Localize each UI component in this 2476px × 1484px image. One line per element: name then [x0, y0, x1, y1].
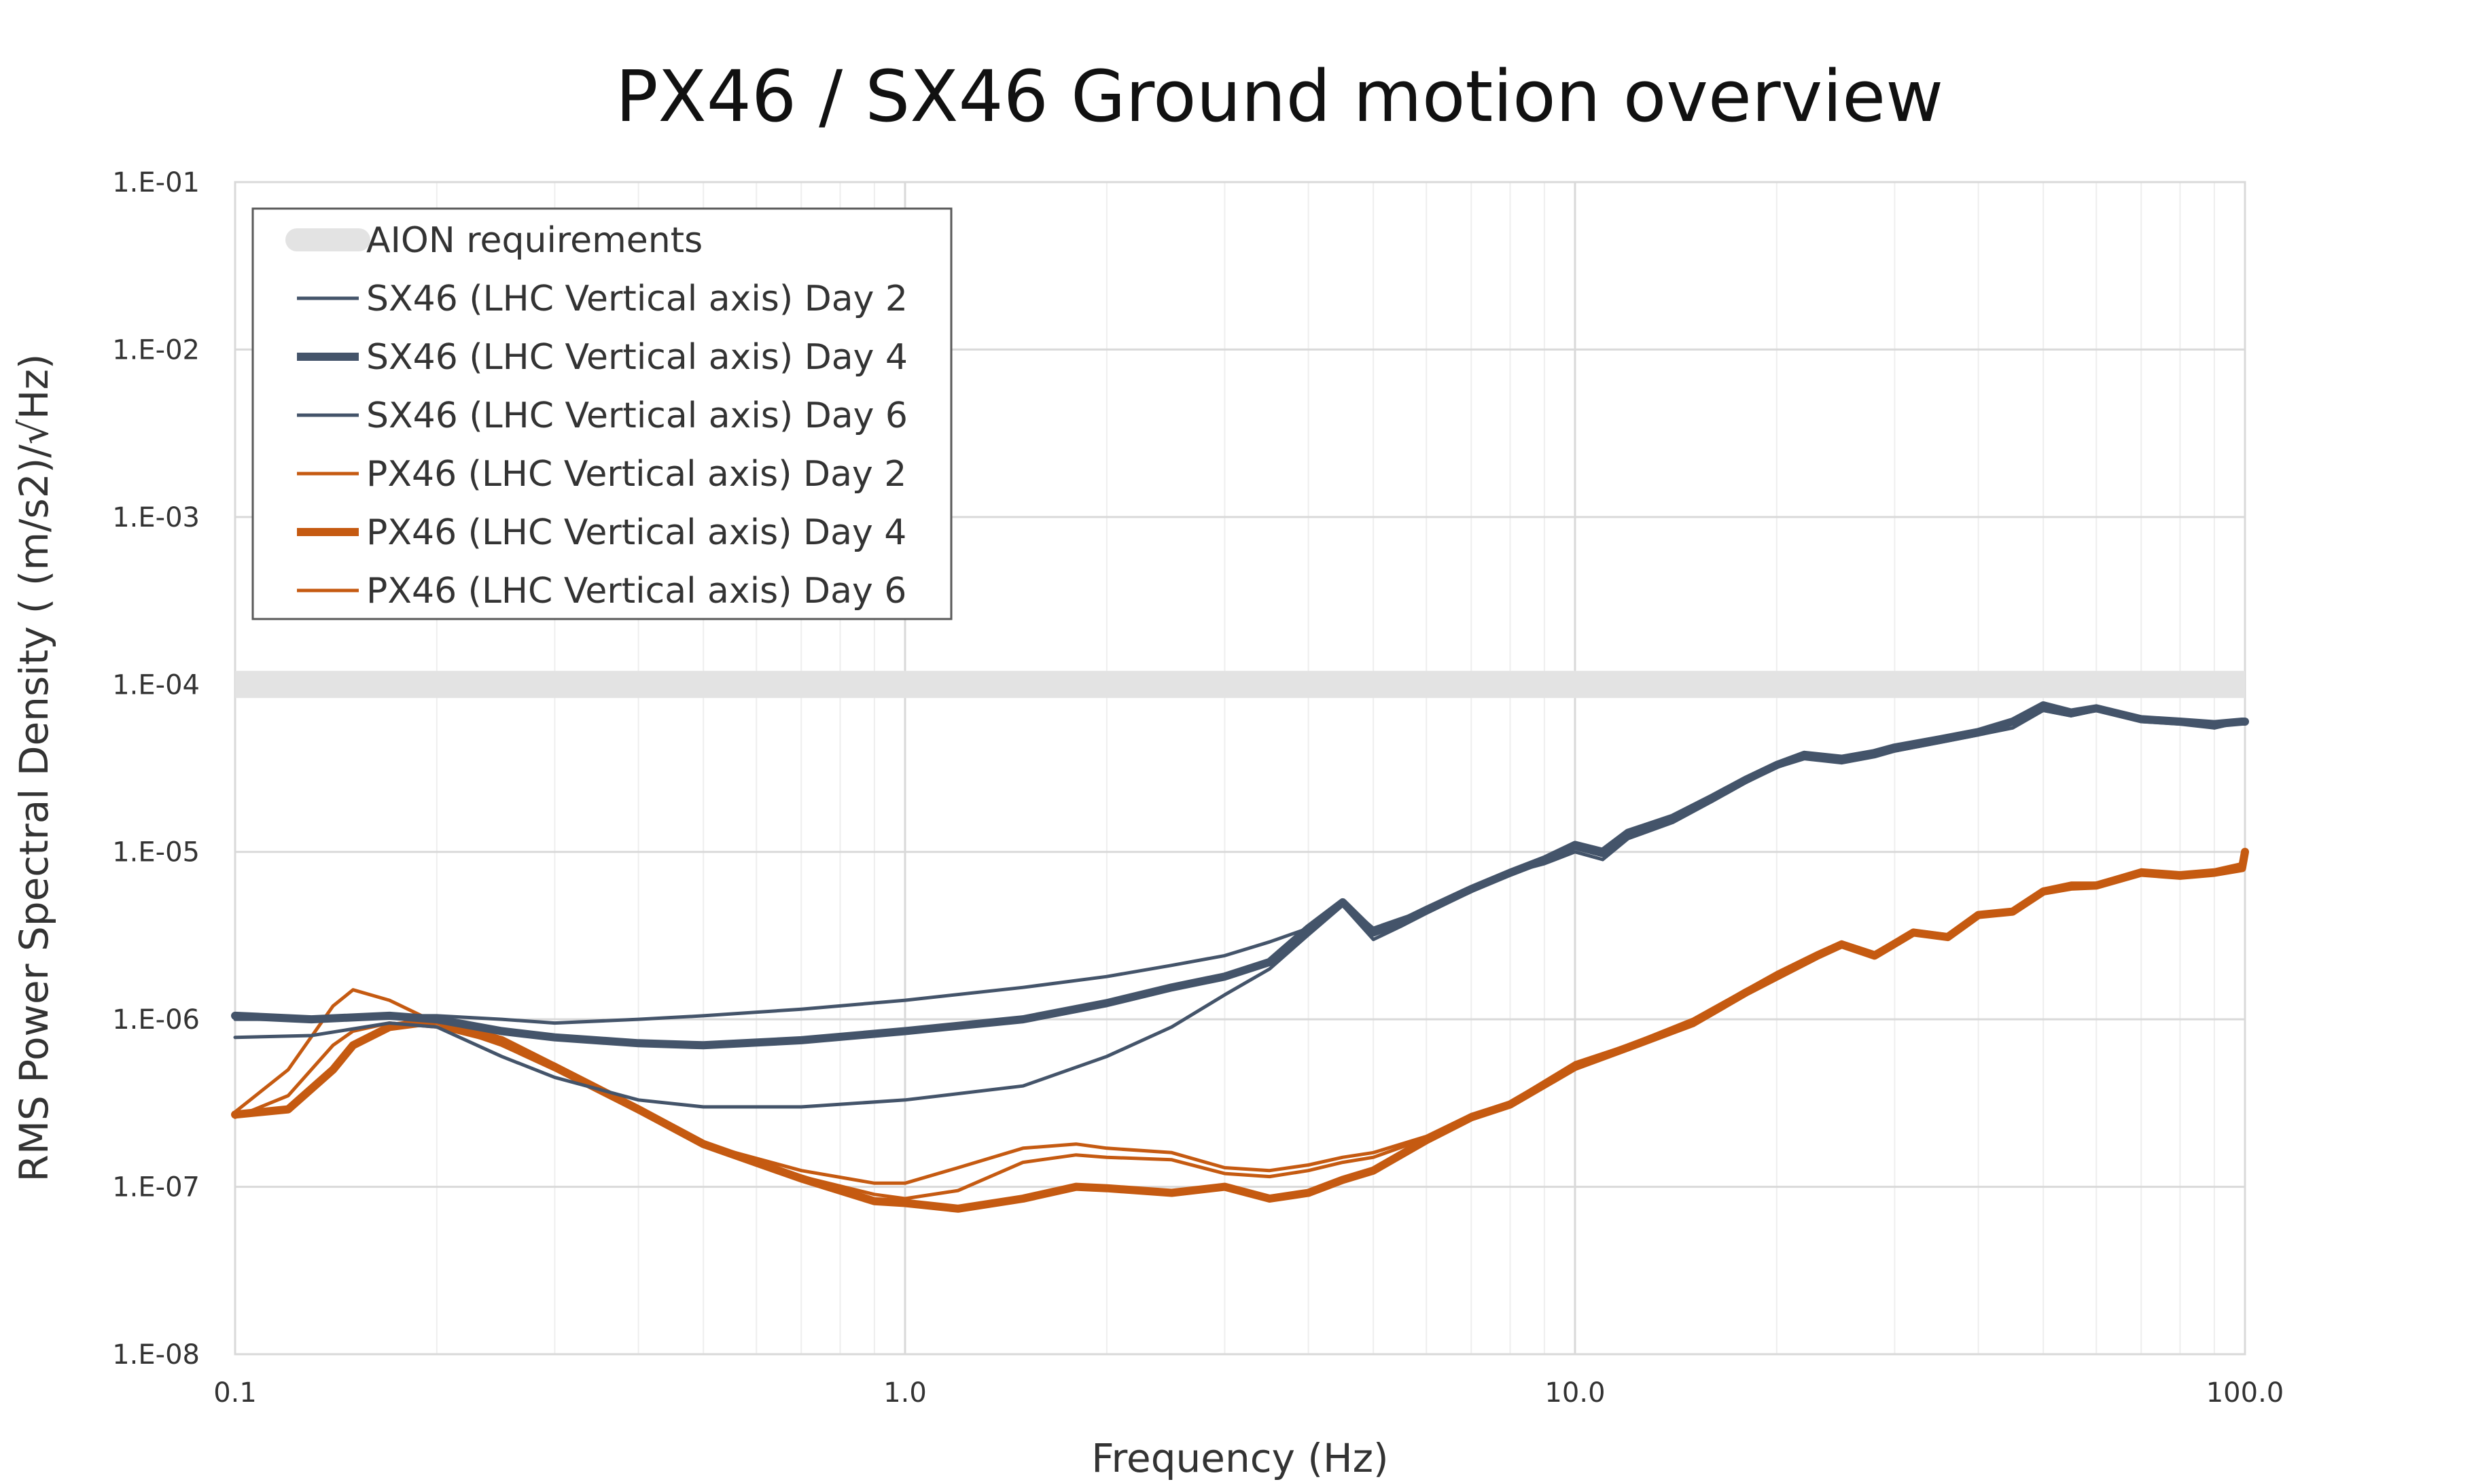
- legend-entry: SX46 (LHC Vertical axis) Day 2: [297, 279, 908, 319]
- series-lines: [231, 671, 2249, 1213]
- legend-box: [251, 207, 953, 620]
- x-axis-label: Frequency (Hz): [1091, 1435, 1388, 1481]
- y-axis-label: RMS Power Spectral Density ( (m/s2)/√Hz): [11, 354, 57, 1182]
- legend-label: AION requirements: [366, 220, 703, 261]
- legend-entry: PX46 (LHC Vertical axis) Day 6: [297, 571, 906, 612]
- y-tick-label: 1.E-06: [112, 1004, 200, 1036]
- legend-entry: SX46 (LHC Vertical axis) Day 6: [297, 395, 908, 436]
- plot-area-border: [234, 181, 2246, 1356]
- series-line-sx46-lhc-vertical-axis-day-4: [231, 701, 2249, 1050]
- legend-label: PX46 (LHC Vertical axis) Day 6: [366, 571, 906, 612]
- legend-entry: PX46 (LHC Vertical axis) Day 2: [297, 454, 906, 495]
- y-tick-label: 1.E-07: [112, 1172, 200, 1203]
- x-tick-label: 10.0: [1544, 1377, 1605, 1409]
- x-tick-label: 100.0: [2206, 1377, 2284, 1409]
- y-tick-label: 1.E-01: [112, 167, 200, 198]
- legend-label: PX46 (LHC Vertical axis) Day 4: [366, 512, 906, 553]
- x-tick-label: 0.1: [213, 1377, 257, 1409]
- legend-entry: SX46 (LHC Vertical axis) Day 4: [297, 337, 908, 378]
- series-line-px46-lhc-vertical-axis-day-4: [231, 847, 2249, 1213]
- y-tick-label: 1.E-08: [112, 1339, 200, 1371]
- legend-entry: AION requirements: [285, 220, 703, 261]
- y-tick-label: 1.E-05: [112, 837, 200, 868]
- series-line-sx46-lhc-vertical-axis-day-6: [233, 709, 2247, 1109]
- axis-ticks: 1.E-01 1.E-02 1.E-03 1.E-04 1.E-05 1.E-06 1.E-…: [112, 167, 2284, 1409]
- legend-label: SX46 (LHC Vertical axis) Day 6: [366, 395, 908, 436]
- legend: AION requirements SX46 (LHC Vertical axis…: [251, 207, 953, 620]
- y-tick-label: 1.E-04: [112, 669, 200, 701]
- legend-label: SX46 (LHC Vertical axis) Day 4: [366, 337, 908, 378]
- legend-label: SX46 (LHC Vertical axis) Day 2: [366, 279, 908, 319]
- legend-label: PX46 (LHC Vertical axis) Day 2: [366, 454, 906, 495]
- series-line-sx46-lhc-vertical-axis-day-2: [233, 709, 2247, 1025]
- y-tick-label: 1.E-02: [112, 334, 200, 366]
- series-line-px46-lhc-vertical-axis-day-6: [233, 850, 2247, 1201]
- chart-title: PX46 / SX46 Ground motion overview: [616, 55, 1943, 138]
- y-tick-label: 1.E-03: [112, 502, 200, 533]
- legend-entry: PX46 (LHC Vertical axis) Day 4: [297, 512, 906, 553]
- x-tick-label: 1.0: [883, 1377, 927, 1409]
- series-line-px46-lhc-vertical-axis-day-2: [233, 850, 2247, 1185]
